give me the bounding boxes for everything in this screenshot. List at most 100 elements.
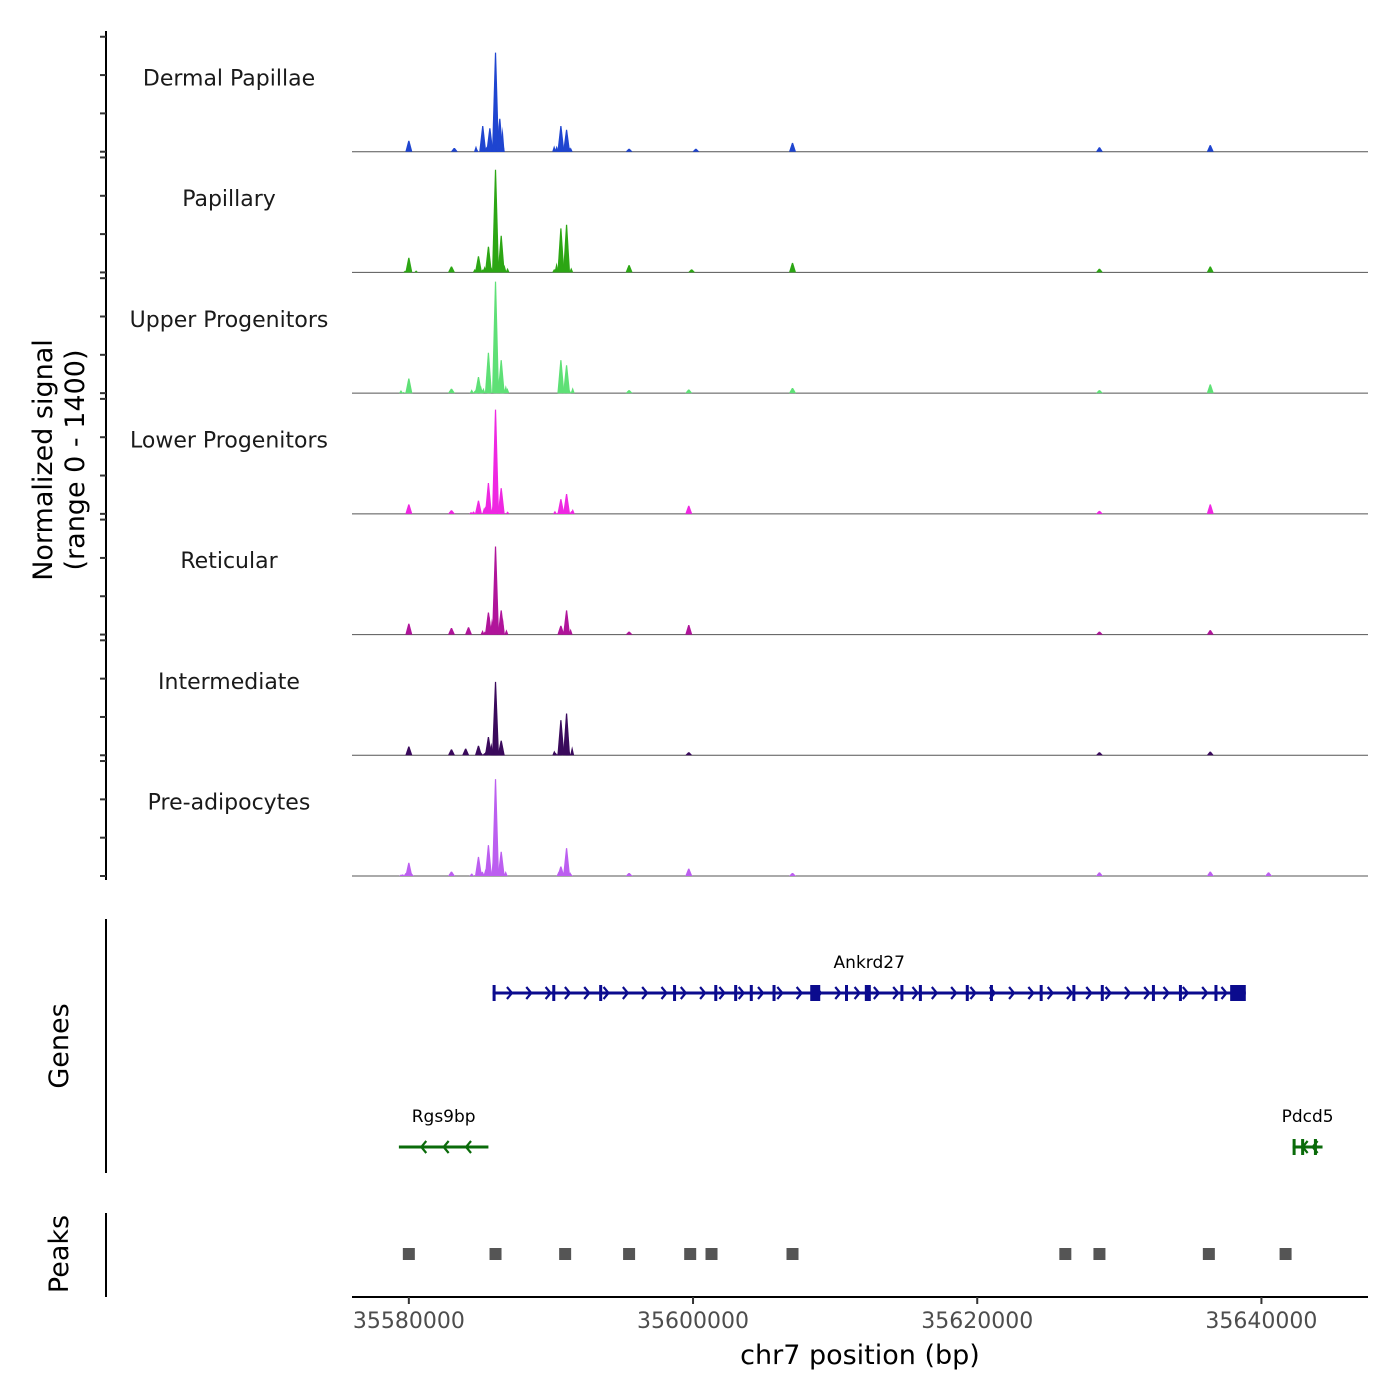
signal-peak xyxy=(496,118,504,152)
gene-strand-arrow xyxy=(853,986,862,1000)
signal-peak xyxy=(563,610,571,635)
signal-peak xyxy=(557,499,565,514)
signal-shoulder xyxy=(494,870,499,876)
signal-shoulder xyxy=(469,873,474,876)
gene-exon xyxy=(989,985,993,1001)
signal-shoulder xyxy=(480,629,485,635)
y-axis-title: Normalized signal xyxy=(28,339,59,581)
signal-shoulder xyxy=(487,366,492,394)
signal-shoulder xyxy=(483,509,488,514)
signal-peak xyxy=(492,546,500,635)
signal-peak xyxy=(474,256,482,273)
gene-strand-arrow xyxy=(679,986,688,1000)
gene-exon xyxy=(1313,1139,1317,1155)
gene-exon xyxy=(845,985,849,1001)
signal-shoulder xyxy=(552,510,557,514)
signal-shoulder xyxy=(476,871,481,876)
signal-shoulder xyxy=(498,147,503,152)
signal-shoulder xyxy=(490,622,495,635)
gene-exon xyxy=(918,985,922,1001)
gene-label-2: Pdcd5 xyxy=(1282,1107,1334,1127)
signal-peak xyxy=(474,856,482,876)
gene-exon xyxy=(1072,985,1076,1001)
signal-shoulder xyxy=(556,749,561,756)
gene-strand-arrow xyxy=(1124,986,1132,1000)
signal-peak xyxy=(484,483,492,514)
signal-peak xyxy=(625,873,633,876)
signal-shoulder xyxy=(492,144,497,152)
gene-exon xyxy=(599,985,603,1001)
gene-strand-arrow xyxy=(1104,986,1113,1000)
gene-exon xyxy=(673,985,677,1001)
signal-peak xyxy=(685,625,693,635)
gene-strand-arrow xyxy=(1220,986,1228,1000)
signal-peak xyxy=(692,148,700,152)
track-label-5: Intermediate xyxy=(158,670,300,695)
signal-peak xyxy=(789,388,797,394)
gene-label-0: Ankrd27 xyxy=(834,953,905,973)
gene-strand-arrow xyxy=(930,986,939,1000)
gene-strand-arrow xyxy=(602,986,610,1000)
signal-peak xyxy=(497,360,505,394)
genes-section-label: Genes xyxy=(44,1003,75,1088)
signal-shoulder xyxy=(552,145,557,152)
signal-peak xyxy=(685,389,693,394)
gene-exon xyxy=(965,985,969,1001)
peak-marker xyxy=(684,1248,697,1260)
signal-shoulder xyxy=(491,268,496,273)
signal-peak xyxy=(462,748,470,756)
signal-shoulder xyxy=(472,390,477,394)
signal-peak xyxy=(447,510,455,514)
signal-shoulder xyxy=(485,870,490,876)
track-label-3: Lower Progenitors xyxy=(130,428,328,453)
gene-strand-arrow xyxy=(699,986,707,1000)
gene-strand-arrow xyxy=(1162,986,1170,1000)
signal-shoulder xyxy=(501,385,506,394)
gene-exon xyxy=(1178,985,1182,1001)
signal-shoulder xyxy=(554,145,559,152)
peak-marker xyxy=(1093,1248,1106,1260)
peaks-section-label: Peaks xyxy=(44,1215,75,1293)
signal-shoulder xyxy=(569,267,574,273)
signal-shoulder xyxy=(564,385,569,394)
signal-peak xyxy=(1206,266,1214,273)
gene-strand-arrow xyxy=(442,1140,450,1154)
gene-strand-arrow xyxy=(583,986,591,1000)
track-label-4: Reticular xyxy=(180,549,278,574)
signal-shoulder xyxy=(478,385,483,394)
signal-peak xyxy=(492,409,500,514)
signal-peak xyxy=(685,868,693,876)
track-label-0: Dermal Papillae xyxy=(143,66,315,91)
signal-shoulder xyxy=(505,511,510,514)
signal-shoulder xyxy=(489,742,494,756)
signal-peak xyxy=(789,873,797,876)
gene-exon xyxy=(772,985,776,1001)
gene-strand-arrow xyxy=(1201,986,1209,1000)
gene-strand-arrow xyxy=(950,986,958,1000)
gene-exon xyxy=(1151,985,1155,1001)
signal-shoulder xyxy=(505,267,510,273)
signal-peak xyxy=(447,388,455,394)
gene-strand-arrow xyxy=(660,986,668,1000)
gene-strand-arrow xyxy=(873,986,881,1000)
peak-track xyxy=(402,1248,1292,1260)
signal-shoulder xyxy=(569,510,574,514)
gene-strand-arrow xyxy=(911,986,919,1000)
signal-peak xyxy=(447,871,455,876)
signal-peak xyxy=(1095,147,1103,152)
y-axis-range: (range 0 - 1400) xyxy=(60,350,91,571)
signal-shoulder xyxy=(564,268,569,273)
peak-marker xyxy=(786,1248,799,1260)
peak-marker xyxy=(705,1248,718,1260)
signal-peak xyxy=(1206,384,1214,394)
gene-strand-arrow xyxy=(506,986,514,1000)
gene-strand-arrow xyxy=(641,986,649,1000)
signal-peak xyxy=(557,126,565,152)
signal-shoulder xyxy=(562,872,567,876)
signal-shoulder xyxy=(552,268,557,273)
signal-peak xyxy=(474,745,482,756)
gene-strand-arrow xyxy=(1066,986,1074,1000)
signal-shoulder xyxy=(500,630,505,635)
gene-strand-arrow xyxy=(1008,986,1016,1000)
